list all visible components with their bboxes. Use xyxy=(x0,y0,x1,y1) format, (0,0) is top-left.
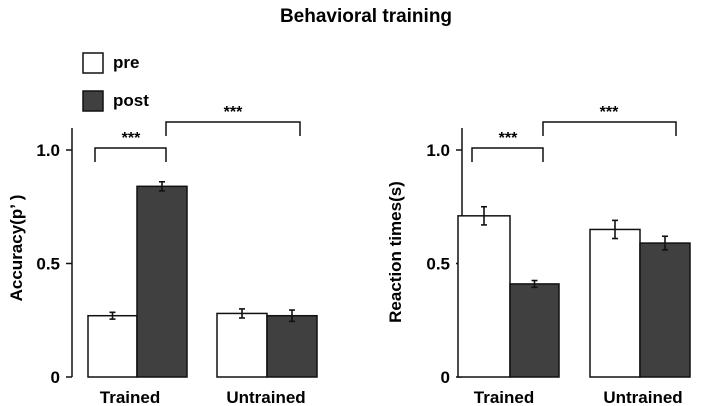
x-category-label: Untrained xyxy=(226,388,305,406)
bar-post-untrained xyxy=(266,314,318,378)
y-tick-label: 1.0 xyxy=(426,141,450,160)
y-tick-label: 1.0 xyxy=(36,141,60,160)
bar-post-untrained xyxy=(639,242,691,378)
legend-swatch-post xyxy=(82,90,104,112)
significance-label: *** xyxy=(600,104,619,121)
bar-pre-trained xyxy=(457,215,511,378)
y-tick-label: 0.5 xyxy=(426,255,450,274)
y-axis-label: Reaction times(s) xyxy=(386,181,405,323)
significance-label: *** xyxy=(224,104,243,121)
significance-bracket xyxy=(165,121,301,136)
y-axis-label: Accuracy(p’ ) xyxy=(7,195,26,302)
x-category-label: Trained xyxy=(100,388,160,406)
y-tick-label: 0 xyxy=(441,368,450,387)
y-tick-label: 0.5 xyxy=(36,255,60,274)
reaction-time-chart: 0 0.5 1.0 Reaction times(s) Trained Untrained… xyxy=(386,104,691,406)
x-category-label: Trained xyxy=(474,388,534,406)
bar-pre-trained xyxy=(87,314,138,378)
bar-pre-untrained xyxy=(589,228,641,378)
y-tick-label: 0 xyxy=(51,368,60,387)
legend-label-post: post xyxy=(113,91,149,110)
legend: pre post xyxy=(82,52,149,112)
significance-bracket xyxy=(471,147,544,162)
significance-bracket xyxy=(94,147,167,162)
legend-swatch-pre xyxy=(82,52,104,74)
significance-label: *** xyxy=(499,130,518,147)
accuracy-chart: 0 0.5 1.0 Accuracy(p’ ) Trained Untrained *** *… xyxy=(7,104,318,406)
legend-label-pre: pre xyxy=(113,53,139,72)
significance-bracket xyxy=(542,121,677,136)
bar-post-trained xyxy=(509,283,560,378)
bar-pre-untrained xyxy=(216,312,268,378)
significance-label: *** xyxy=(122,130,141,147)
figure-title: Behavioral training xyxy=(280,6,452,27)
bar-post-trained xyxy=(136,185,188,378)
x-category-label: Untrained xyxy=(603,388,682,406)
